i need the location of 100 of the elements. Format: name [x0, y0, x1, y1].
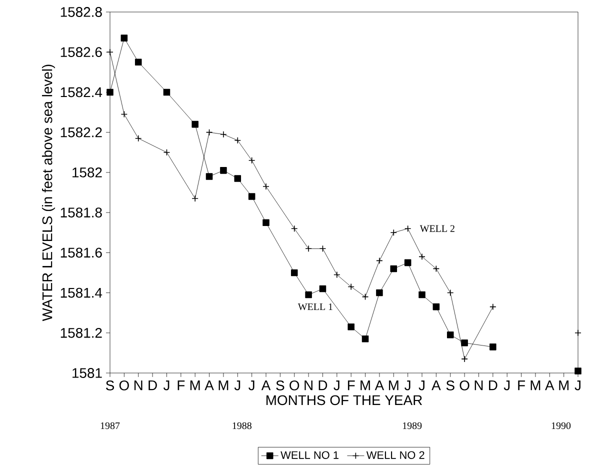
- point: [120, 110, 128, 118]
- point: [490, 303, 496, 310]
- text: 1989: [402, 422, 422, 430]
- y-tick-label: 1582.8: [60, 7, 102, 17]
- x-tick-label: M: [559, 380, 568, 390]
- point: [390, 229, 398, 236]
- x-tick-label: M: [190, 380, 200, 390]
- x-tick-label: F: [348, 380, 355, 390]
- point: [432, 265, 440, 272]
- x-tick-label: J: [248, 380, 254, 390]
- point: [574, 368, 582, 374]
- x-tick-label: O: [290, 380, 300, 390]
- point: [362, 293, 369, 300]
- point: [248, 193, 256, 200]
- point: [305, 291, 312, 298]
- x-tick-label: N: [134, 380, 142, 390]
- point: [432, 303, 440, 310]
- point: [348, 323, 354, 330]
- point: [134, 58, 142, 66]
- point: [220, 130, 227, 138]
- point: [404, 225, 412, 232]
- x-tick-label: N: [304, 380, 312, 390]
- x-tick-label: J: [574, 380, 580, 390]
- point: [376, 289, 383, 296]
- point: [206, 173, 213, 180]
- y-tick-label: 1582.6: [60, 47, 102, 58]
- x-tick-label: J: [334, 380, 340, 390]
- y-tick-label: 1581: [72, 368, 102, 378]
- x-tick-label: F: [178, 380, 185, 390]
- point: [290, 269, 298, 276]
- point: [334, 271, 340, 278]
- x-tick-label: O: [119, 380, 129, 390]
- point: [446, 332, 454, 338]
- x-axis-title: MONTHS OF THE YEAR: [266, 395, 422, 406]
- point: [248, 157, 256, 164]
- y-tick-label: 1581.4: [60, 288, 102, 298]
- x-tick-label: A: [545, 380, 554, 390]
- x-tick-label: J: [504, 380, 510, 390]
- y-tick-label: 1582.4: [60, 87, 102, 98]
- x-tick-label: D: [318, 380, 328, 390]
- x-tick-label: S: [446, 380, 454, 390]
- y-tick-label: 1582.2: [60, 127, 102, 138]
- x-tick-label: S: [276, 380, 284, 390]
- x-tick-label: J: [418, 380, 424, 390]
- point: [163, 88, 170, 96]
- x-tick-label: M: [530, 380, 540, 390]
- x-tick-label: A: [432, 380, 441, 390]
- point: [234, 175, 242, 182]
- point: [418, 291, 426, 298]
- legend-label: WELL NO 2: [366, 451, 424, 459]
- point: [163, 149, 170, 156]
- point: [319, 285, 326, 292]
- x-tick-label: D: [148, 380, 157, 390]
- annotation: WELL 2: [420, 225, 454, 232]
- point: [574, 330, 582, 336]
- point: [319, 245, 326, 252]
- text: 1990: [552, 422, 571, 430]
- x-tick-label: J: [404, 380, 410, 390]
- y-tick-label: 1581.8: [60, 208, 102, 218]
- point: [192, 120, 198, 128]
- point: [305, 245, 312, 252]
- point: [106, 48, 114, 56]
- x-tick-label: A: [261, 380, 271, 390]
- point: [290, 225, 298, 232]
- point: [348, 283, 354, 290]
- x-tick-label: M: [218, 380, 228, 390]
- x-tick-label: J: [234, 380, 240, 390]
- y-axis-title: WATER LEVELS (in feet above sea level): [42, 64, 55, 322]
- y-tick-label: 1582: [72, 167, 102, 178]
- point: [461, 340, 468, 346]
- y-tick-label: 1581.2: [60, 328, 102, 338]
- point: [490, 344, 496, 350]
- point: [376, 257, 383, 264]
- point: [106, 88, 114, 96]
- x-tick-label: S: [106, 380, 114, 390]
- point: [390, 265, 398, 272]
- point: [192, 195, 198, 202]
- x-tick-label: A: [374, 380, 384, 390]
- x-tick-label: M: [360, 380, 370, 390]
- point: [362, 336, 369, 342]
- point: [120, 34, 128, 42]
- point: [404, 259, 412, 266]
- point: [234, 136, 242, 144]
- x-tick-label: F: [518, 380, 525, 390]
- point: [418, 253, 426, 260]
- point: [262, 183, 270, 190]
- point: [461, 356, 468, 362]
- point: [262, 219, 270, 226]
- point: [446, 289, 454, 296]
- x-tick-label: O: [460, 380, 470, 390]
- legend-label: WELL NO 1: [280, 451, 338, 459]
- x-tick-label: D: [489, 380, 498, 390]
- point: [134, 134, 142, 142]
- text: 1988: [232, 422, 252, 430]
- point: [220, 167, 227, 174]
- text: 1987: [100, 422, 120, 430]
- x-tick-label: A: [204, 380, 214, 390]
- x-tick-label: M: [388, 380, 398, 390]
- annotation: WELL 1: [298, 303, 332, 310]
- x-tick-label: J: [163, 380, 170, 390]
